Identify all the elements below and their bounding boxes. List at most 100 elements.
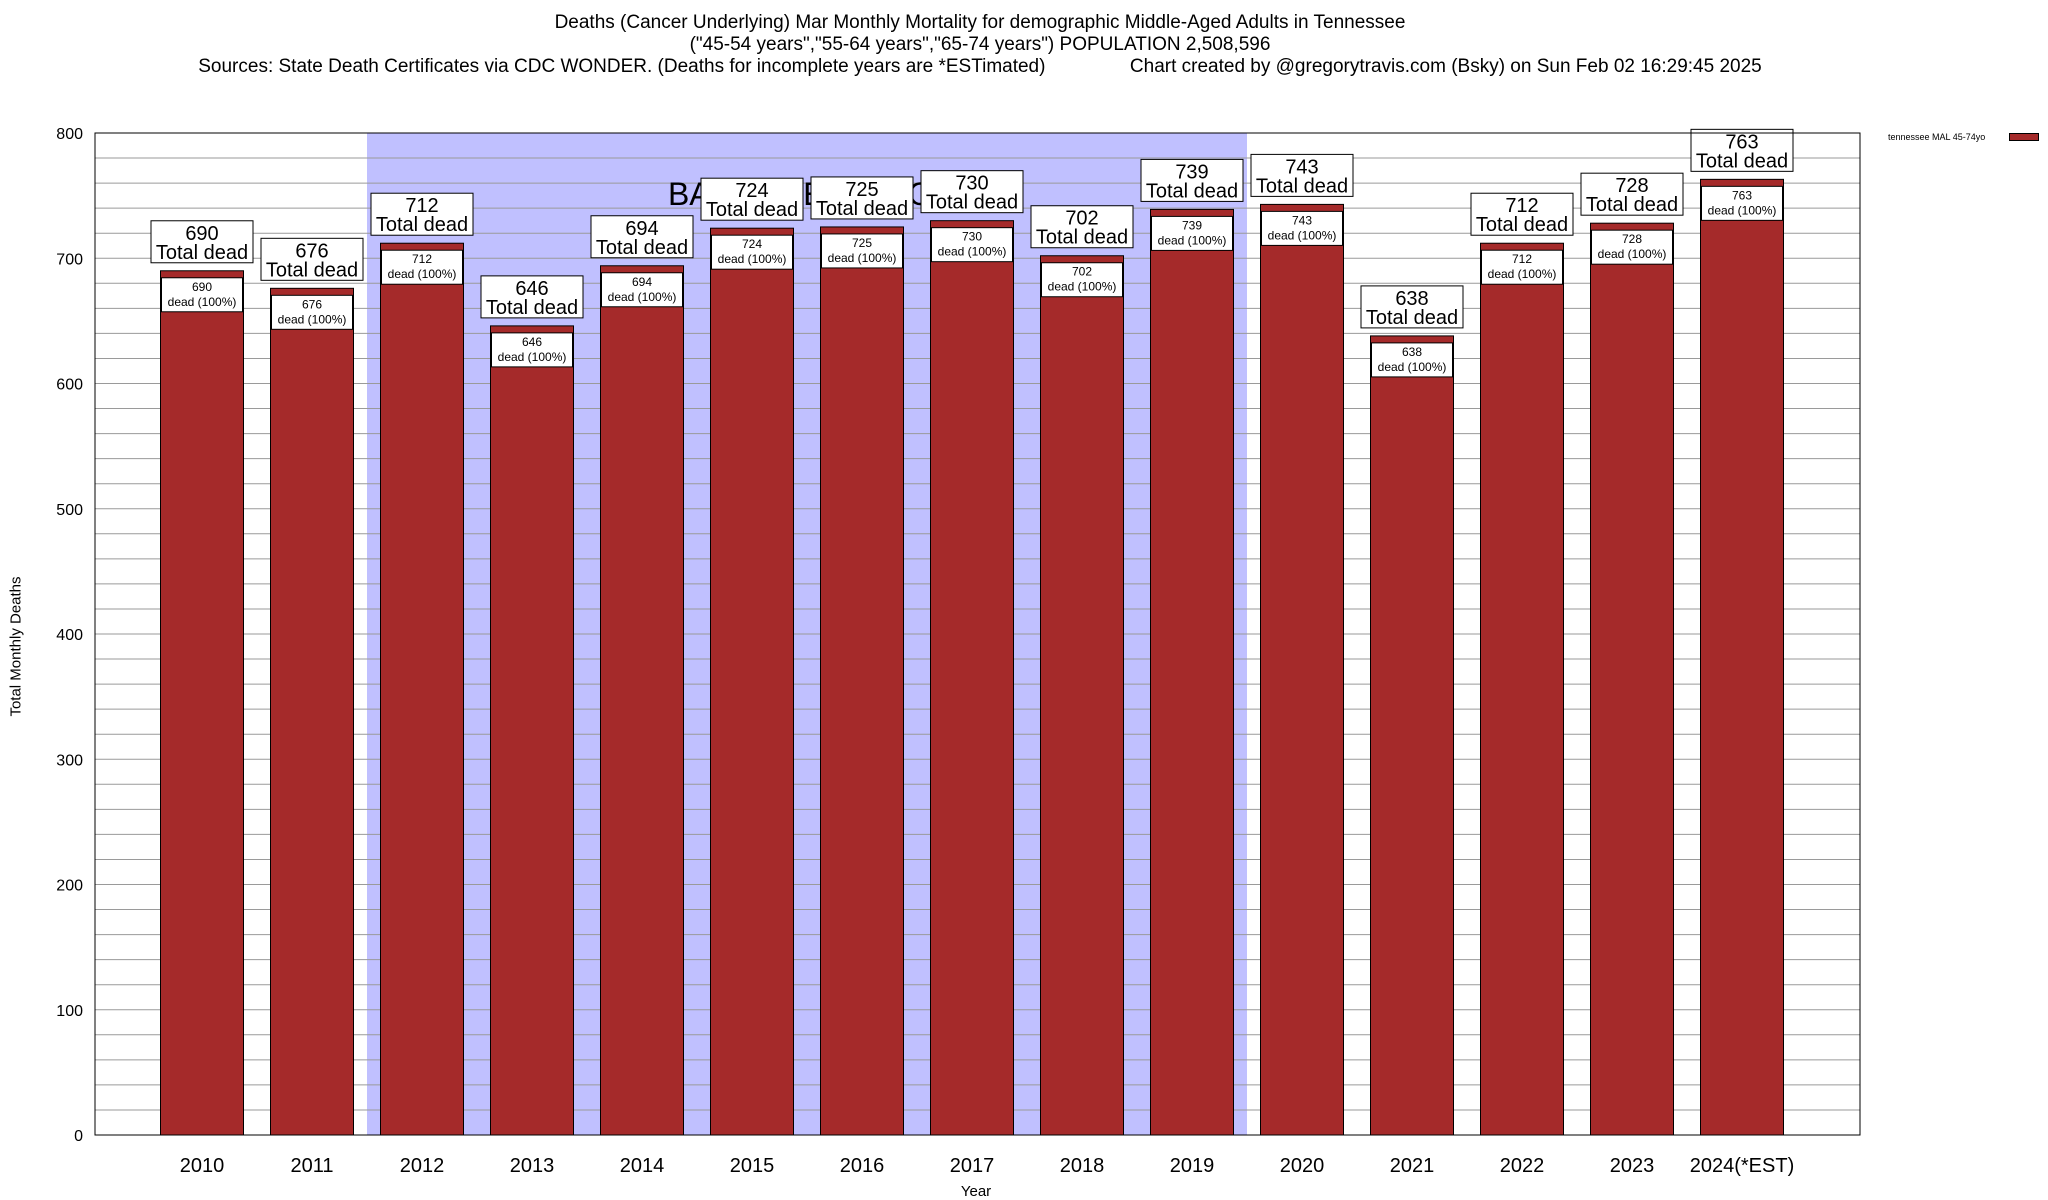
bar-total-value: 739 [1175, 161, 1208, 183]
bar-total-label-box [1140, 158, 1244, 202]
bar-inner-label-box [1591, 229, 1673, 265]
x-tick-label: 2011 [290, 1155, 333, 1177]
bar-total-value: 712 [405, 195, 438, 217]
bar-inner-text: dead (100%) [498, 350, 567, 364]
chart-source-line: Sources: State Death Certificates via CD… [198, 56, 1762, 77]
x-tick-label: 2018 [1060, 1155, 1105, 1177]
bar-inner-label-box [1151, 215, 1233, 251]
bar-inner-text: dead (100%) [278, 312, 347, 326]
bar-inner-value: 712 [412, 252, 432, 266]
x-tick-label: 2014 [620, 1155, 665, 1177]
bar [930, 220, 1014, 1136]
bar [1370, 335, 1454, 1136]
bar-total-label-box [1690, 128, 1794, 172]
bar-total-label-box [590, 215, 694, 259]
chart-subtitle: ("45-54 years","55-64 years","65-74 year… [689, 34, 1271, 55]
bar-total-text: Total dead [596, 237, 688, 259]
legend: tennessee MAL 45-74yo [1888, 131, 2039, 147]
y-tick-label: 600 [56, 377, 83, 394]
x-tick-label: 2017 [950, 1155, 995, 1177]
bar-total-text: Total dead [376, 214, 468, 236]
bar-total-text: Total dead [156, 242, 248, 264]
bar-total-value: 638 [1395, 288, 1428, 310]
y-tick-label: 400 [56, 627, 83, 644]
chart-title-block: Deaths (Cancer Underlying) Mar Monthly M… [0, 12, 1960, 78]
x-tick-label: 2010 [180, 1155, 225, 1177]
bar-total-label-box [1360, 285, 1464, 329]
x-tick-label: 2016 [840, 1155, 885, 1177]
bar-total-value: 646 [515, 278, 548, 300]
bar-inner-label-box [1041, 262, 1123, 298]
bar-inner-label-box [381, 249, 463, 285]
bar-inner-value: 712 [1512, 252, 1532, 266]
bar-inner-label-box [711, 234, 793, 270]
bar-total-label-box [260, 237, 364, 281]
x-axis-label: Year [960, 1183, 992, 1200]
y-tick-label: 500 [56, 502, 83, 519]
bar [270, 287, 354, 1136]
bar-total-value: 702 [1065, 208, 1098, 230]
y-tick-label: 300 [56, 752, 83, 769]
bar-total-text: Total dead [1696, 150, 1788, 172]
bar-total-label-box [480, 275, 584, 319]
bar-total-label-box [700, 177, 804, 221]
bar-inner-text: dead (100%) [718, 252, 787, 266]
bar-inner-text: dead (100%) [1158, 233, 1227, 247]
bar-inner-text: dead (100%) [168, 295, 237, 309]
bar-inner-value: 724 [742, 237, 762, 251]
bar [1260, 203, 1344, 1136]
bar-total-label-box [1580, 172, 1684, 216]
bar-total-text: Total dead [816, 198, 908, 220]
bar-total-value: 728 [1615, 175, 1648, 197]
bar-inner-label-box [1701, 185, 1783, 221]
bar-inner-label-box [271, 294, 353, 330]
bar [820, 226, 904, 1136]
plot-frame [94, 132, 1861, 1136]
x-tick-label: 2015 [730, 1155, 775, 1177]
bar-inner-value: 676 [302, 297, 322, 311]
bar [160, 270, 244, 1136]
bar-inner-value: 638 [1402, 345, 1422, 359]
bar-inner-value: 646 [522, 335, 542, 349]
bar-total-value: 676 [295, 240, 328, 262]
bar-total-text: Total dead [1366, 307, 1458, 329]
bar-inner-value: 730 [962, 230, 982, 244]
x-tick-label: 2023 [1610, 1155, 1655, 1177]
bar-inner-text: dead (100%) [1268, 228, 1337, 242]
bar-total-text: Total dead [926, 192, 1018, 214]
bar-inner-value: 694 [632, 275, 652, 289]
bar-total-value: 694 [625, 218, 658, 240]
y-tick-label: 200 [56, 878, 83, 895]
bar-inner-label-box [1371, 342, 1453, 378]
bar [1590, 222, 1674, 1136]
bar [380, 242, 464, 1136]
bar-total-text: Total dead [266, 259, 358, 281]
bar-total-label-box [1030, 205, 1134, 249]
bar-total-value: 712 [1505, 195, 1538, 217]
bar-total-text: Total dead [1256, 175, 1348, 197]
bar-inner-value: 690 [192, 280, 212, 294]
bar [1150, 208, 1234, 1136]
bar-inner-value: 702 [1072, 265, 1092, 279]
bar-total-label-box [1250, 153, 1354, 197]
bar [710, 227, 794, 1136]
bar [1040, 255, 1124, 1136]
chart-title: Deaths (Cancer Underlying) Mar Monthly M… [554, 12, 1406, 33]
bar-inner-label-box [491, 332, 573, 368]
y-tick-label: 800 [56, 126, 83, 143]
bar-inner-text: dead (100%) [1488, 267, 1557, 281]
x-tick-label: 2012 [400, 1155, 445, 1177]
bar-total-label-box [370, 192, 474, 236]
bar-total-text: Total dead [1476, 214, 1568, 236]
bar-total-value: 725 [845, 179, 878, 201]
